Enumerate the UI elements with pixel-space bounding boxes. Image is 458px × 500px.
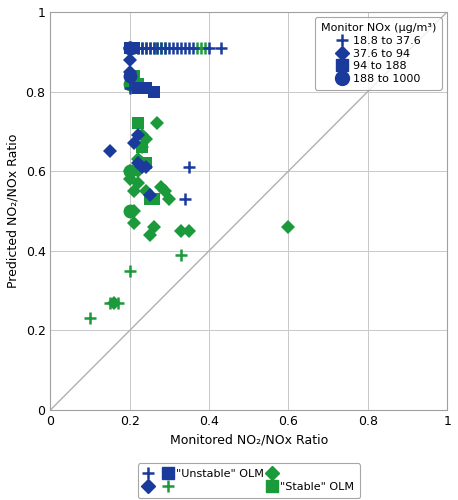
Y-axis label: Predicted NO₂/NOx Ratio: Predicted NO₂/NOx Ratio — [7, 134, 20, 288]
Legend:  ,  , "Unstable" OLM,  ,  , "Stable" OLM: , , "Unstable" OLM, , , "Stable" OLM — [138, 464, 360, 498]
X-axis label: Monitored NO₂/NOx Ratio: Monitored NO₂/NOx Ratio — [169, 434, 328, 446]
